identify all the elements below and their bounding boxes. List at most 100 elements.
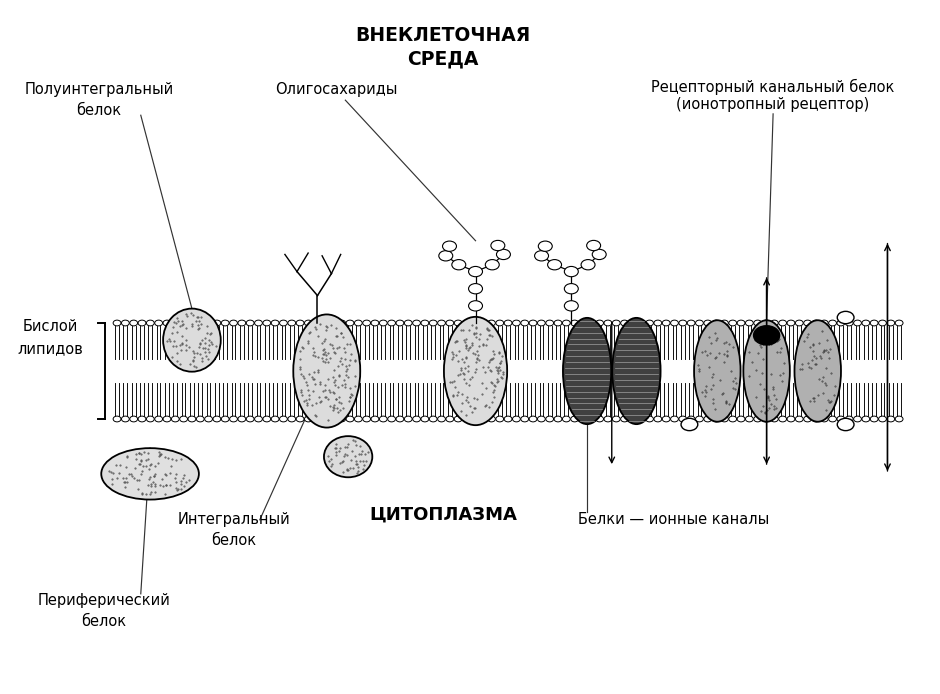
Circle shape <box>663 320 670 326</box>
Circle shape <box>687 416 695 422</box>
Circle shape <box>171 416 180 422</box>
Ellipse shape <box>612 318 661 424</box>
Circle shape <box>296 416 304 422</box>
Circle shape <box>488 416 495 422</box>
Circle shape <box>804 320 811 326</box>
Circle shape <box>654 416 662 422</box>
Circle shape <box>670 320 679 326</box>
Circle shape <box>130 416 137 422</box>
Circle shape <box>838 312 854 323</box>
Circle shape <box>629 416 636 422</box>
Circle shape <box>854 416 861 422</box>
Circle shape <box>471 320 478 326</box>
Circle shape <box>620 416 629 422</box>
Circle shape <box>171 320 180 326</box>
Circle shape <box>130 320 137 326</box>
Circle shape <box>272 416 279 422</box>
Circle shape <box>862 320 870 326</box>
Circle shape <box>180 416 187 422</box>
Ellipse shape <box>563 318 611 424</box>
Circle shape <box>138 416 146 422</box>
Circle shape <box>121 416 130 422</box>
Circle shape <box>821 416 828 422</box>
Circle shape <box>446 320 454 326</box>
Circle shape <box>562 416 571 422</box>
Circle shape <box>354 416 362 422</box>
Circle shape <box>754 320 761 326</box>
Circle shape <box>588 320 595 326</box>
Circle shape <box>321 320 329 326</box>
Circle shape <box>321 416 329 422</box>
Circle shape <box>895 320 903 326</box>
Text: липидов: липидов <box>18 341 84 356</box>
Circle shape <box>637 416 645 422</box>
Circle shape <box>255 416 262 422</box>
Circle shape <box>313 416 321 422</box>
Circle shape <box>221 416 229 422</box>
Circle shape <box>745 320 753 326</box>
Circle shape <box>879 416 886 422</box>
Circle shape <box>229 416 238 422</box>
Circle shape <box>604 320 612 326</box>
Circle shape <box>121 320 130 326</box>
Circle shape <box>272 320 279 326</box>
Circle shape <box>279 416 288 422</box>
Circle shape <box>396 416 404 422</box>
Circle shape <box>439 251 453 261</box>
Circle shape <box>305 416 312 422</box>
Circle shape <box>279 320 288 326</box>
Circle shape <box>337 416 346 422</box>
Circle shape <box>488 320 495 326</box>
Circle shape <box>604 416 612 422</box>
Circle shape <box>646 416 653 422</box>
Circle shape <box>804 416 811 422</box>
Circle shape <box>696 320 703 326</box>
Circle shape <box>430 416 437 422</box>
Ellipse shape <box>444 317 508 425</box>
Circle shape <box>870 416 878 422</box>
Circle shape <box>512 416 521 422</box>
Circle shape <box>443 241 457 251</box>
Circle shape <box>305 320 312 326</box>
Circle shape <box>430 320 437 326</box>
Circle shape <box>704 320 712 326</box>
Circle shape <box>396 320 404 326</box>
Circle shape <box>246 320 254 326</box>
Circle shape <box>404 320 412 326</box>
Circle shape <box>787 416 795 422</box>
Text: ВНЕКЛЕТОЧНАЯ: ВНЕКЛЕТОЧНАЯ <box>355 26 530 44</box>
Circle shape <box>837 416 845 422</box>
Circle shape <box>737 320 745 326</box>
Ellipse shape <box>102 448 199 500</box>
Circle shape <box>548 260 561 270</box>
Circle shape <box>687 320 695 326</box>
Circle shape <box>452 260 466 270</box>
Circle shape <box>504 320 512 326</box>
Circle shape <box>879 320 886 326</box>
Circle shape <box>663 416 670 422</box>
Circle shape <box>346 320 353 326</box>
Circle shape <box>554 320 562 326</box>
Circle shape <box>838 418 854 431</box>
Circle shape <box>113 416 121 422</box>
Circle shape <box>413 320 420 326</box>
Circle shape <box>188 320 196 326</box>
Circle shape <box>571 320 578 326</box>
Circle shape <box>229 320 238 326</box>
Circle shape <box>213 320 221 326</box>
Circle shape <box>564 284 578 294</box>
Circle shape <box>654 320 662 326</box>
Circle shape <box>471 416 478 422</box>
Circle shape <box>387 320 396 326</box>
Circle shape <box>387 416 396 422</box>
Circle shape <box>682 418 697 431</box>
Circle shape <box>354 320 362 326</box>
Text: Интегральный: Интегральный <box>178 512 290 527</box>
Circle shape <box>329 416 337 422</box>
Ellipse shape <box>324 436 372 477</box>
Text: Рецепторный канальный белок: Рецепторный канальный белок <box>651 78 895 94</box>
Circle shape <box>329 320 337 326</box>
Circle shape <box>564 301 578 311</box>
Circle shape <box>485 260 499 270</box>
Circle shape <box>521 320 528 326</box>
